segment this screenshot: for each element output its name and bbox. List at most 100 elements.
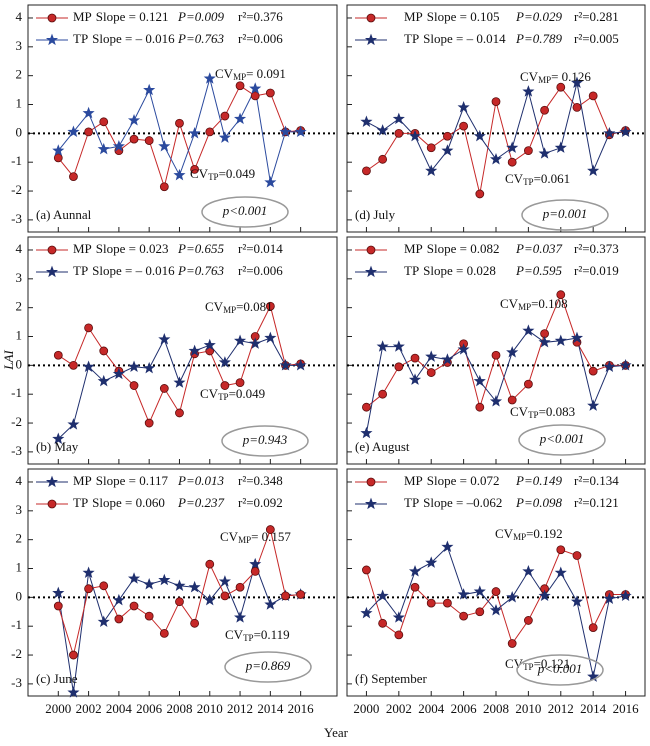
legend-marker — [366, 13, 376, 23]
x-tick-label: 2012 — [548, 701, 574, 716]
data-point — [459, 121, 469, 131]
y-tick-label: 1 — [16, 559, 23, 574]
data-point — [538, 147, 551, 159]
data-point — [426, 368, 436, 377]
data-point — [554, 566, 567, 578]
legend-p: P=0.763 — [177, 31, 224, 46]
panel-label: (a) Aunnal — [36, 207, 92, 222]
legend-r2: r²=0.019 — [574, 263, 619, 278]
data-point — [619, 125, 632, 138]
y-tick-label: -3 — [11, 675, 22, 690]
legend-name: TP — [73, 31, 88, 46]
data-point — [127, 572, 141, 584]
legend-marker — [47, 13, 57, 23]
cv-annotation: CVMP= 0.126 — [520, 69, 591, 85]
legend-p: P=0.595 — [515, 263, 562, 278]
cv-text: CV — [220, 529, 239, 544]
legend-p: P=0.149 — [515, 473, 562, 488]
data-point — [410, 582, 420, 592]
data-point — [265, 301, 275, 311]
x-tick-label: 2004 — [106, 701, 133, 716]
x-tick-label: 2002 — [386, 701, 412, 716]
data-point — [426, 598, 436, 608]
data-point — [143, 83, 156, 96]
data-point — [362, 402, 371, 412]
data-point — [376, 124, 389, 136]
x-tick-label: 2004 — [418, 701, 445, 716]
cv-sub: MP — [518, 302, 531, 312]
data-point — [203, 338, 216, 351]
legend-name: MP — [404, 241, 423, 256]
x-tick-label: 2006 — [136, 701, 163, 716]
data-point — [84, 584, 93, 594]
cv-value: =0.083 — [539, 404, 576, 419]
data-point — [441, 144, 454, 156]
legend-entry: MP Slope = 0.121 — [73, 9, 169, 24]
legend-p: P=0.037 — [515, 241, 562, 256]
y-tick-label: -2 — [11, 414, 22, 429]
data-point — [173, 376, 186, 388]
p-value-ellipse — [224, 651, 312, 683]
y-tick-label: 3 — [16, 502, 23, 517]
data-point — [249, 82, 262, 94]
data-point — [159, 629, 169, 638]
data-point — [408, 565, 422, 577]
data-point — [475, 189, 485, 199]
cv-sub: MP — [238, 535, 251, 545]
data-point — [203, 593, 216, 606]
p-value: p<0.001 — [222, 203, 268, 218]
y-tick-label: 0 — [16, 588, 23, 603]
legend-slope: Slope = 0.060 — [92, 495, 165, 510]
cv-annotation: CVTP=0.119 — [225, 627, 290, 643]
data-point — [506, 590, 519, 603]
legend-entry: MP Slope = 0.072 — [404, 473, 500, 488]
data-point — [443, 598, 452, 608]
data-point — [588, 91, 598, 101]
cv-text: CV — [205, 299, 224, 314]
data-point — [507, 395, 517, 405]
legend-r2: r²=0.376 — [238, 9, 283, 24]
data-point — [235, 378, 245, 388]
y-tick-label: 0 — [16, 356, 23, 371]
data-point — [97, 374, 110, 387]
legend-name: TP — [404, 495, 419, 510]
cv-text: CV — [200, 386, 219, 401]
panel-label: (b) May — [36, 439, 79, 454]
panel-label: (e) August — [355, 439, 410, 454]
cv-sub: MP — [233, 72, 246, 82]
data-point — [507, 157, 517, 167]
data-point — [392, 112, 405, 125]
data-point — [522, 324, 535, 336]
data-point — [190, 618, 200, 628]
y-axis-label: LAI — [1, 350, 16, 371]
cv-sub: TP — [523, 662, 534, 672]
cv-annotation: CVTP=0.049 — [200, 386, 265, 402]
cv-value: = 0.157 — [251, 529, 291, 544]
data-point — [144, 611, 154, 621]
cv-value: =0.121 — [534, 656, 571, 671]
cv-annotation: CVTP=0.061 — [505, 171, 570, 187]
data-point — [603, 592, 616, 604]
data-point — [84, 323, 93, 333]
data-point — [556, 82, 566, 92]
data-point — [143, 578, 156, 590]
data-point — [175, 118, 184, 128]
data-point — [394, 630, 404, 640]
data-point — [112, 593, 125, 606]
cv-value: = 0.091 — [246, 66, 286, 81]
data-point — [491, 350, 501, 360]
legend-name: MP — [73, 241, 92, 256]
data-point — [69, 650, 78, 660]
x-tick-label: 2008 — [166, 701, 192, 716]
cv-annotation: CVMP= 0.091 — [215, 66, 286, 82]
legend-p: P=0.655 — [177, 241, 224, 256]
data-point — [425, 556, 438, 568]
legend-r2: r²=0.092 — [238, 495, 283, 510]
data-point — [279, 358, 292, 371]
cv-sub: TP — [208, 172, 219, 182]
x-tick-label: 2010 — [197, 701, 223, 716]
data-point — [408, 373, 422, 385]
data-point — [112, 367, 125, 380]
x-axis-label: Year — [324, 725, 349, 740]
